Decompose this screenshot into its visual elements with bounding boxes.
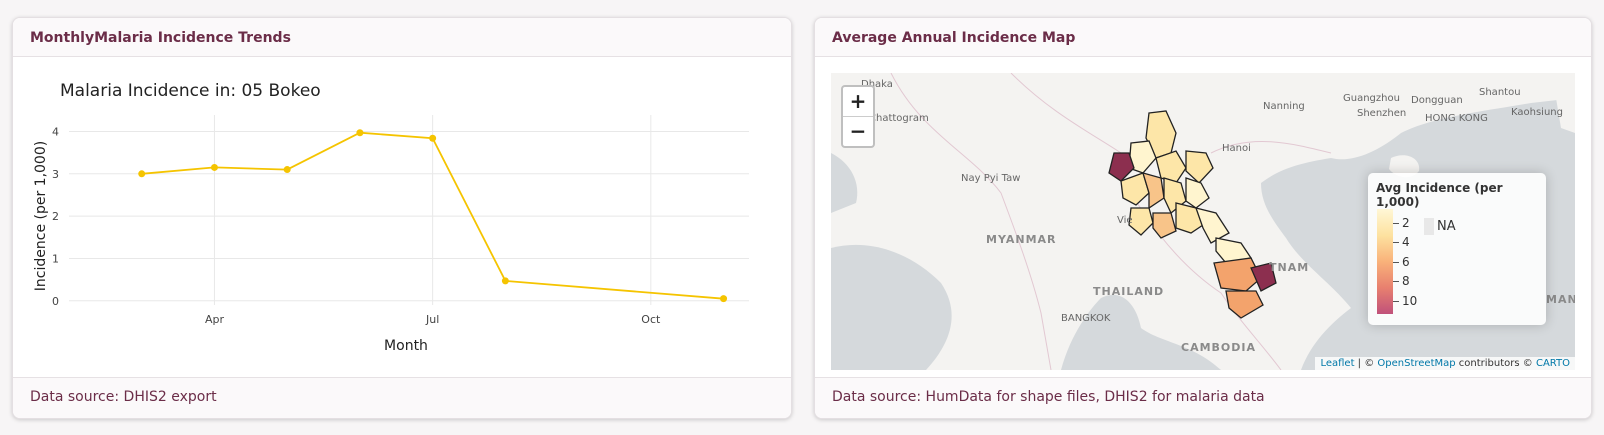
- x-tick-label: Jul: [425, 313, 439, 326]
- x-tick-label: Oct: [641, 313, 661, 326]
- data-point[interactable]: [429, 134, 437, 142]
- legend-na-swatch: [1424, 218, 1434, 235]
- trends-card: MonthlyMalaria Incidence Trends Malaria …: [12, 17, 792, 419]
- map-label-guangzhou: Guangzhou: [1343, 93, 1400, 104]
- map-label-myanmar: MYANMAR: [986, 233, 1057, 246]
- map-label-mani: MANI: [1546, 293, 1575, 306]
- leaflet-link[interactable]: Leaflet: [1320, 358, 1355, 369]
- map-data-source: Data source: HumData for shape files, DH…: [832, 389, 1265, 405]
- data-point[interactable]: [356, 129, 364, 137]
- legend-label: 2: [1402, 216, 1410, 230]
- zoom-control: + −: [841, 85, 875, 148]
- y-tick-label: 4: [52, 125, 59, 138]
- map-card: Average Annual Incidence Map: [814, 17, 1592, 419]
- trends-card-title: MonthlyMalaria Incidence Trends: [30, 30, 291, 46]
- map-label-bangkok: BANGKOK: [1061, 313, 1111, 324]
- map-label-thailand: THAILAND: [1093, 285, 1165, 298]
- legend-na-label: NA: [1437, 219, 1456, 234]
- incidence-chart[interactable]: Malaria Incidence in: 05 Bokeo Month Inc…: [29, 73, 775, 370]
- map-card-footer: Data source: HumData for shape files, DH…: [815, 377, 1591, 418]
- zoom-in-button[interactable]: +: [843, 87, 873, 117]
- trends-data-source: Data source: DHIS2 export: [30, 389, 217, 405]
- map-label-nanning: Nanning: [1263, 101, 1305, 112]
- map-label-chattogram: Chattogram: [869, 113, 929, 124]
- map-label-dhaka: Dhaka: [861, 79, 893, 90]
- map-label-dongguan: Dongguan: [1411, 95, 1463, 106]
- chart-title: Malaria Incidence in: 05 Bokeo: [60, 81, 321, 101]
- map-label-vientiane: Vie: [1117, 215, 1133, 226]
- attribution-separator: | ©: [1354, 358, 1378, 369]
- map-card-header: Average Annual Incidence Map: [815, 18, 1591, 57]
- incidence-map[interactable]: Dhaka Chattogram Nanning Guangzhou Dongg…: [831, 73, 1575, 370]
- data-point[interactable]: [720, 295, 728, 303]
- data-point[interactable]: [210, 163, 218, 171]
- data-point[interactable]: [138, 170, 146, 178]
- y-tick-label: 3: [52, 168, 59, 181]
- incidence-plot[interactable]: Malaria Incidence in: 05 Bokeo Month Inc…: [29, 73, 775, 370]
- y-tick-label: 1: [52, 252, 59, 265]
- map-label-hanoi: Hanoi: [1222, 143, 1251, 154]
- zoom-out-button[interactable]: −: [849, 119, 867, 143]
- map-label-hongkong: HONG KONG: [1425, 113, 1488, 124]
- map-legend: Avg Incidence (per 1,000) 2 4 6 8 10 NA: [1368, 173, 1546, 325]
- chart-x-label: Month: [384, 338, 428, 354]
- osm-link[interactable]: OpenStreetMap: [1377, 358, 1456, 369]
- chart-y-label: Incidence (per 1,000): [33, 141, 49, 291]
- trends-card-header: MonthlyMalaria Incidence Trends: [13, 18, 791, 57]
- data-point[interactable]: [501, 277, 509, 285]
- map-label-kaohsiung: Kaohsiung: [1511, 107, 1563, 118]
- legend-label: 6: [1402, 255, 1410, 269]
- legend-label: 4: [1402, 235, 1410, 249]
- map-label-cambodia: CAMBODIA: [1181, 341, 1257, 354]
- carto-link[interactable]: CARTO: [1535, 358, 1570, 369]
- map-attribution: Leaflet | © OpenStreetMap contributors ©…: [1315, 357, 1575, 370]
- attribution-contributors: contributors ©: [1455, 358, 1536, 369]
- data-point[interactable]: [283, 166, 291, 174]
- legend-title: Avg Incidence (per 1,000): [1376, 181, 1503, 209]
- legend-color-ramp: [1377, 209, 1393, 314]
- y-tick-label: 0: [52, 295, 59, 308]
- x-tick-label: Apr: [205, 313, 225, 326]
- map-card-title: Average Annual Incidence Map: [832, 30, 1076, 46]
- legend-label: 10: [1402, 294, 1418, 308]
- legend-label: 8: [1402, 274, 1410, 288]
- map-label-shantou: Shantou: [1479, 87, 1521, 98]
- map-label-vietnam: TNAM: [1269, 261, 1310, 274]
- map-label-naypyitaw: Nay Pyi Taw: [961, 173, 1021, 184]
- map-label-shenzhen: Shenzhen: [1357, 108, 1407, 119]
- y-tick-label: 2: [52, 210, 59, 223]
- trends-card-footer: Data source: DHIS2 export: [13, 377, 791, 418]
